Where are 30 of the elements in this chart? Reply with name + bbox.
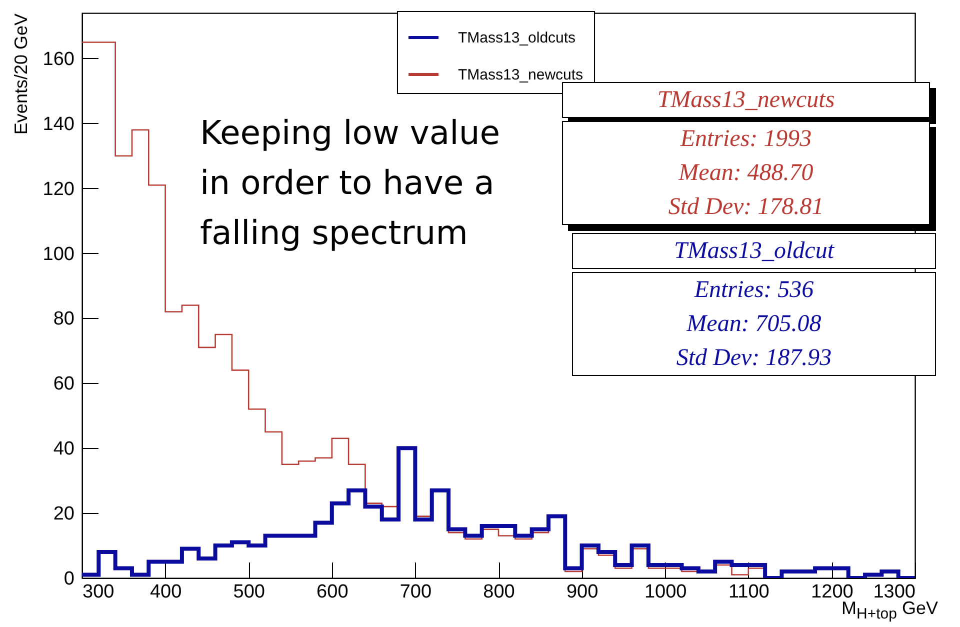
stats-box-header: TMass13_oldcut bbox=[572, 233, 936, 269]
stats-box-header: TMass13_newcuts bbox=[562, 82, 930, 118]
y-tick-label: 60 bbox=[53, 374, 74, 395]
y-tick-label: 20 bbox=[53, 504, 74, 525]
legend-label: TMass13_newcuts bbox=[458, 66, 584, 84]
x-tick-label: 600 bbox=[316, 582, 348, 602]
x-tick-label: 1100 bbox=[728, 582, 770, 602]
y-tick-label: 0 bbox=[64, 568, 74, 590]
x-tick-label: 900 bbox=[566, 582, 598, 602]
annotation: Keeping low value in order to have a falling spectrum bbox=[200, 112, 500, 254]
y-tick-label: 100 bbox=[42, 244, 74, 265]
annotation: Std Dev: 187.93 bbox=[675, 344, 833, 373]
legend-label: TMass13_oldcuts bbox=[458, 30, 576, 46]
y-tick-label: 80 bbox=[53, 308, 74, 330]
annotation: Entries: 1993 bbox=[679, 125, 813, 154]
x-tick-label: 700 bbox=[400, 582, 432, 602]
annotation: Std Dev: 178.81 bbox=[667, 193, 825, 222]
x-tick-label: 400 bbox=[150, 582, 182, 602]
x-tick-label: 300 bbox=[82, 582, 114, 602]
annotation: Entries: 536 bbox=[693, 276, 815, 305]
y-tick-label: 160 bbox=[42, 48, 74, 70]
x-tick-label: 800 bbox=[483, 582, 515, 602]
y-tick-label: 120 bbox=[42, 178, 74, 200]
annotation: Mean: 705.08 bbox=[685, 310, 822, 339]
annotation: Mean: 488.70 bbox=[677, 159, 814, 188]
y-tick-label: 140 bbox=[42, 114, 74, 135]
y-tick-label: 40 bbox=[53, 438, 74, 460]
y-axis-title: Events/20 GeV bbox=[10, 14, 31, 135]
x-tick-label: 500 bbox=[233, 582, 265, 602]
x-tick-label: 1000 bbox=[644, 582, 687, 602]
